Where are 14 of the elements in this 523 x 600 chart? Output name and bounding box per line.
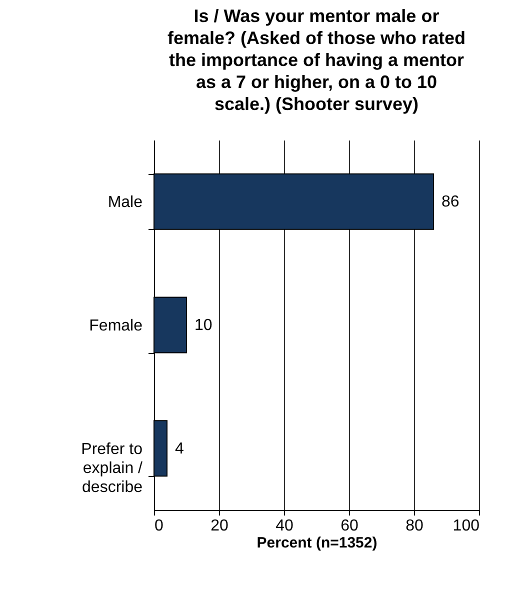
data-label: 4 xyxy=(175,440,184,458)
x-tick-label: 80 xyxy=(406,518,424,534)
data-label: 86 xyxy=(442,194,460,211)
x-tick-label: 100 xyxy=(452,518,480,534)
data-label: 10 xyxy=(194,317,212,334)
y-tick-label: Female xyxy=(89,318,143,334)
x-tick-label: 60 xyxy=(340,518,358,534)
x-tick-label: 20 xyxy=(210,518,228,534)
x-tick-label: 0 xyxy=(154,518,164,534)
x-tick-label: 40 xyxy=(276,518,294,534)
y-tick-label: Prefer to explain / describe xyxy=(81,440,144,496)
y-tick-label: Male xyxy=(108,194,143,212)
chart-title: Is / Was your mentor male or female? (Asked of those who rated the importance of having a mentor as a 7 or higher, on a 0 to 10 scale.) (Shooter survey) xyxy=(167,6,466,114)
x-axis-title: Percent (n=1352) xyxy=(256,534,378,552)
